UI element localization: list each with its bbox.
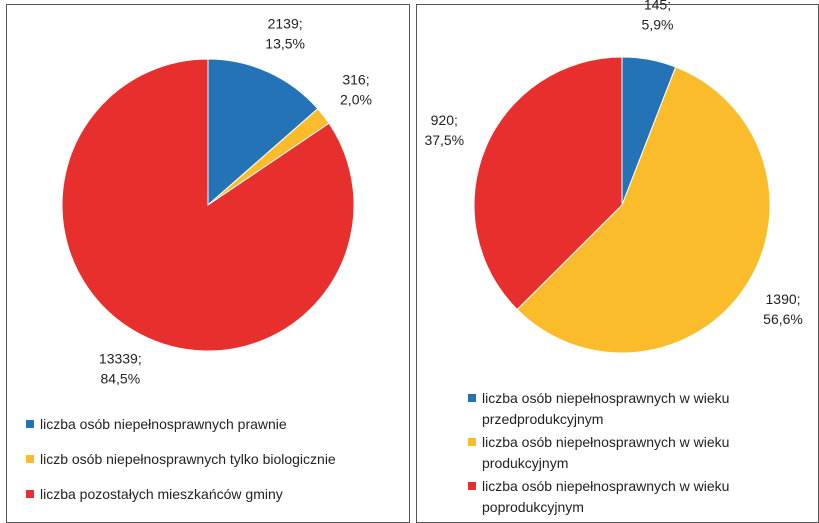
- legend-label: liczba osób niepełnosprawnych w wieku pr…: [482, 390, 730, 427]
- legend-swatch: [468, 482, 476, 490]
- data-label: 13339;: [99, 351, 142, 367]
- legend-label: liczba osób niepełnosprawnych w wieku po…: [482, 478, 730, 515]
- legend-item: liczba osób niepełnosprawnych prawnie: [26, 414, 406, 435]
- legend-swatch: [26, 490, 34, 498]
- data-label: 13,5%: [265, 35, 305, 51]
- data-label: 145;: [644, 0, 671, 13]
- data-label: 56,6%: [763, 311, 803, 327]
- legend-item: liczba osób niepełnosprawnych w wieku po…: [468, 476, 788, 518]
- data-label: 84,5%: [100, 371, 140, 387]
- data-label: 2139;: [268, 15, 303, 31]
- legend-item: liczba pozostałych mieszkańców gminy: [26, 484, 406, 505]
- legend-swatch: [26, 420, 34, 428]
- data-label: 37,5%: [424, 132, 464, 148]
- data-label: 2,0%: [340, 92, 372, 108]
- data-label: 316;: [342, 72, 369, 88]
- legend-swatch: [468, 438, 476, 446]
- pie-slice: [61, 58, 355, 352]
- legend-swatch: [468, 394, 476, 402]
- legend-label: liczba pozostałych mieszkańców gminy: [40, 486, 283, 502]
- data-label: 1390;: [766, 291, 801, 307]
- legend-item: liczb osób niepełnosprawnych tylko biolo…: [26, 449, 406, 470]
- legend-swatch: [26, 455, 34, 463]
- legend-item: liczba osób niepełnosprawnych w wieku pr…: [468, 388, 788, 430]
- legend-item: liczba osób niepełnosprawnych w wieku pr…: [468, 432, 788, 474]
- pie-slice: [207, 58, 319, 207]
- legend: liczba osób niepełnosprawnych prawnie lic…: [26, 414, 406, 519]
- data-label: 5,9%: [642, 17, 674, 33]
- legend-label: liczba osób niepełnosprawnych w wieku pr…: [482, 434, 730, 471]
- legend-label: liczb osób niepełnosprawnych tylko biolo…: [40, 451, 336, 467]
- data-label: 920;: [431, 112, 458, 128]
- pie-slice: [473, 56, 623, 311]
- legend-label: liczba osób niepełnosprawnych prawnie: [40, 416, 287, 432]
- pie-slice: [516, 66, 771, 354]
- legend: liczba osób niepełnosprawnych w wieku pr…: [468, 388, 788, 520]
